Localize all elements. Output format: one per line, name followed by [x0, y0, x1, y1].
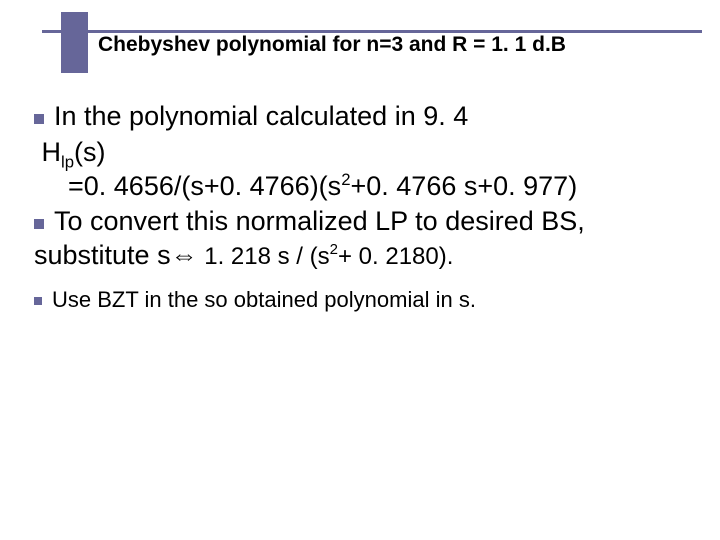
accent-bar-left [42, 30, 61, 33]
slide-body: In the polynomial calculated in 9. 4 Hlp… [34, 100, 689, 316]
hs-tail: (s) [74, 137, 105, 167]
slide-title: Chebyshev polynomial for n=3 and R = 1. … [98, 32, 668, 57]
h-symbol: H [42, 137, 62, 167]
header: Chebyshev polynomial for n=3 and R = 1. … [0, 12, 720, 78]
bullet-2-text-b: 1. 218 s / (s [198, 243, 330, 270]
bullet-2-text-c: + 0. 2180). [338, 243, 453, 270]
square-bullet-icon [34, 114, 44, 124]
bullet-1: In the polynomial calculated in 9. 4 [34, 100, 689, 134]
accent-bar-vertical [61, 12, 88, 73]
double-arrow-icon: ⇔ [171, 240, 198, 270]
bullet-3-text: Use BZT in the so obtained polynomial in… [52, 287, 476, 312]
bullet-1-text: In the polynomial calculated in 9. 4 [54, 101, 468, 131]
square-bullet-icon [34, 297, 42, 305]
h-subscript: lp [61, 152, 74, 171]
bullet-2: To convert this normalized LP to desired… [34, 205, 689, 273]
bullet-3: Use BZT in the so obtained polynomial in… [34, 285, 689, 315]
bullet-1-line3: =0. 4656/(s+0. 4766)(s2+0. 4766 s+0. 977… [34, 170, 689, 204]
square-bullet-icon [34, 219, 44, 229]
bullet-1-line2: Hlp(s) [34, 136, 689, 170]
eq-part-a: =0. 4656/(s+0. 4766)(s [68, 171, 341, 201]
bullet-2-sup: 2 [330, 241, 338, 258]
slide: Chebyshev polynomial for n=3 and R = 1. … [0, 0, 720, 540]
eq-part-b: +0. 4766 s+0. 977) [351, 171, 578, 201]
eq-sup-1: 2 [341, 170, 350, 189]
